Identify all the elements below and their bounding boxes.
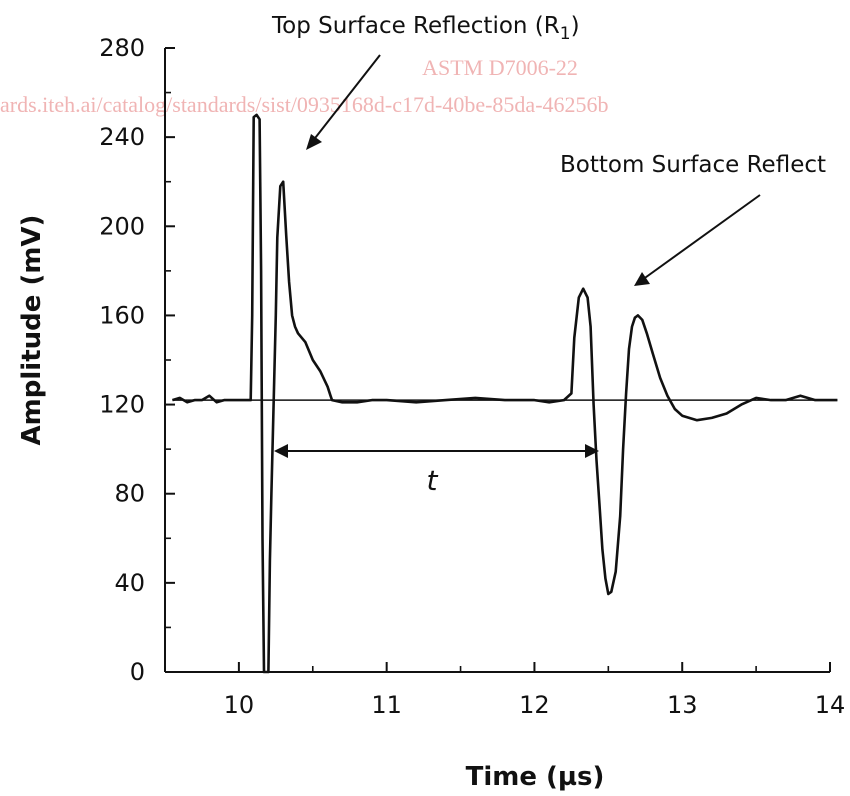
bottom-reflection-arrow: [634, 194, 761, 286]
top-reflection-label: Top Surface Reflection (R1): [271, 13, 580, 44]
y-tick-label: 120: [99, 391, 145, 419]
time-interval-arrow: [274, 444, 599, 458]
y-axis-title: Amplitude (mV): [17, 215, 47, 446]
x-tick-label: 11: [371, 691, 402, 719]
x-tick-label: 14: [815, 691, 846, 719]
y-tick-label: 80: [114, 480, 145, 508]
watermark-url: ards.iteh.ai/catalog/standards/sist/0935…: [0, 92, 609, 117]
y-tick-label: 160: [99, 301, 145, 329]
y-ticks: 0 40 80 120 160 200 240 280: [99, 34, 175, 686]
axes: [164, 48, 830, 673]
y-tick-label: 40: [114, 569, 145, 597]
interval-label: t: [427, 464, 439, 497]
watermark-standard: ASTM D7006-22: [422, 55, 578, 80]
x-ticks: 10 11 12 13 14: [164, 662, 846, 719]
bottom-reflection-label: Bottom Surface Reflect: [560, 152, 826, 178]
x-tick-label: 12: [519, 691, 550, 719]
y-tick-label: 0: [130, 658, 145, 686]
y-tick-label: 240: [99, 123, 145, 151]
x-tick-label: 10: [224, 691, 255, 719]
x-axis-title: Time (µs): [466, 762, 605, 792]
top-reflection-arrow: [306, 54, 381, 150]
x-tick-label: 13: [667, 691, 698, 719]
signal-line: [172, 113, 838, 674]
y-tick-label: 200: [99, 212, 145, 240]
y-tick-label: 280: [99, 34, 145, 62]
